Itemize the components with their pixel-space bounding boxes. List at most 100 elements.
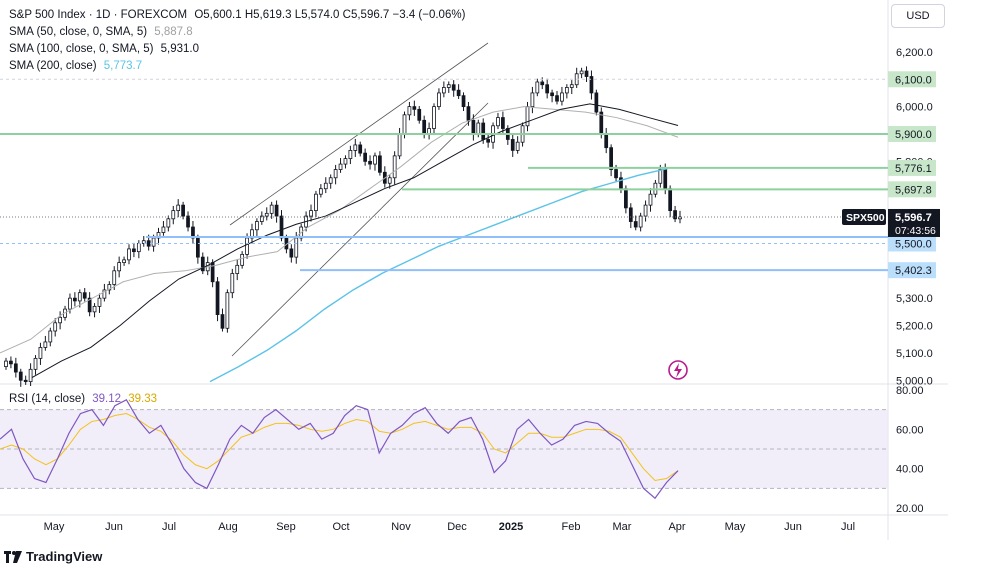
- candle-body: [289, 248, 294, 258]
- candle-body: [628, 207, 633, 222]
- candle-body: [594, 92, 599, 113]
- candle-body: [294, 237, 299, 258]
- candle-body: [604, 133, 609, 149]
- sma200-label: SMA (200, close): [9, 60, 97, 72]
- candle-body: [417, 108, 422, 121]
- candle-body: [353, 144, 358, 151]
- level-label-bg: [888, 235, 936, 252]
- price-tick-label: 5,000.0: [896, 375, 933, 387]
- rsi-legend[interactable]: RSI (14, close) 39.12 39.33: [9, 392, 157, 406]
- flash-icon[interactable]: [668, 360, 688, 380]
- candle-body: [564, 87, 569, 94]
- candle-body: [609, 147, 613, 170]
- candle-body: [589, 76, 594, 94]
- candle-body: [496, 117, 500, 127]
- current-price-bg: [888, 208, 940, 237]
- candle-body: [240, 253, 245, 266]
- candle-body: [501, 117, 505, 129]
- price-tick-label: 5,300.0: [896, 293, 933, 305]
- rsi-tick-label: 20.00: [896, 503, 924, 515]
- candle-body: [441, 87, 446, 94]
- tradingview-logo[interactable]: TradingView: [4, 549, 102, 564]
- candle-body: [171, 210, 176, 220]
- rsi-line: [0, 398, 679, 500]
- candle-body: [127, 248, 131, 261]
- candle-body: [9, 360, 13, 365]
- time-tick-label: Jun: [784, 521, 802, 533]
- price-tick-label: 5,100.0: [896, 348, 933, 360]
- candle-body: [122, 259, 126, 263]
- time-tick-label: May: [725, 521, 746, 533]
- sma50-label: SMA (50, close, 0, SMA, 5): [9, 26, 148, 38]
- sma50-legend[interactable]: SMA (50, close, 0, SMA, 5) 5,887.8: [9, 25, 193, 39]
- candle-body: [579, 70, 584, 75]
- time-tick-label: Dec: [447, 521, 467, 533]
- candle-body: [181, 204, 185, 217]
- candle-body: [18, 371, 23, 381]
- candle-body: [481, 122, 486, 140]
- sma100-legend[interactable]: SMA (100, close, 0, SMA, 5) 5,931.0: [9, 42, 199, 56]
- candle-body: [663, 169, 668, 190]
- candle-body: [456, 89, 461, 97]
- channel-lower-line: [231, 102, 489, 357]
- symbol-legend: S&P 500 Index · 1D · FOREXCOM O5,600.1 H…: [9, 8, 465, 22]
- candle-body: [535, 81, 540, 94]
- rsi-tick-label: 80.00: [896, 385, 924, 397]
- candle-body: [323, 182, 328, 190]
- candle-body: [648, 193, 653, 206]
- time-tick-label: Oct: [332, 521, 349, 533]
- candle-body: [215, 281, 220, 315]
- rsi-label: RSI (14, close): [9, 393, 86, 405]
- candle-body: [235, 264, 240, 274]
- candle-body: [638, 215, 643, 228]
- sma200-legend[interactable]: SMA (200, close) 5,773.7: [9, 59, 142, 73]
- symbol-name: S&P 500 Index · 1D · FOREXCOM: [9, 9, 188, 21]
- candle-body: [186, 215, 190, 228]
- flash-icon-bolt: [674, 363, 682, 378]
- candle-body: [82, 292, 87, 299]
- level-label: 5,402.3: [895, 265, 932, 277]
- candle-body: [446, 84, 451, 88]
- candle-body: [117, 262, 122, 272]
- candle-body: [269, 204, 274, 214]
- candle-body: [560, 92, 564, 102]
- candle-body: [176, 204, 181, 212]
- sma200-value: 5,773.7: [103, 60, 143, 72]
- candle-body: [220, 314, 225, 329]
- candle-body: [348, 150, 353, 160]
- candle-body: [624, 188, 628, 209]
- candle-body: [476, 122, 481, 135]
- candle-body: [161, 226, 166, 233]
- candle-body: [33, 357, 38, 370]
- candle-body: [196, 237, 200, 258]
- candle-body: [643, 204, 648, 217]
- sma100-line: [31, 103, 679, 378]
- candle-body: [515, 141, 520, 151]
- candle-body: [530, 92, 535, 108]
- candle-body: [545, 84, 550, 94]
- candle-body: [358, 144, 363, 154]
- candle-body: [279, 215, 284, 239]
- candle-body: [53, 322, 58, 332]
- current-price-label: 5,596.7: [895, 212, 932, 224]
- time-tick-label: Mar: [613, 521, 632, 533]
- candle-body: [255, 221, 259, 231]
- candle-body: [309, 210, 313, 217]
- currency-button[interactable]: USD: [891, 4, 945, 28]
- candle-body: [658, 169, 663, 184]
- level-label-bg: [888, 125, 936, 142]
- candle-body: [107, 284, 112, 291]
- candle-body: [368, 160, 372, 165]
- candle-body: [318, 188, 323, 195]
- symbol-tag-bg: [842, 208, 886, 225]
- price-tick-label: 6,200.0: [896, 47, 933, 59]
- candle-body: [673, 210, 677, 220]
- level-label-bg: [888, 159, 936, 176]
- candle-body: [43, 341, 48, 348]
- candle-body: [328, 177, 333, 184]
- candle-body: [314, 193, 318, 212]
- sma100-label: SMA (100, close, 0, SMA, 5): [9, 43, 154, 55]
- candle-body: [678, 216, 682, 220]
- candle-body: [112, 270, 117, 285]
